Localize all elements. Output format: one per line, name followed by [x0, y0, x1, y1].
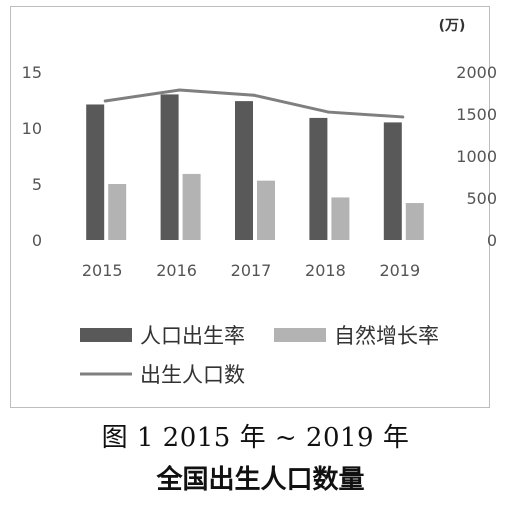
bar-birth-rate-2017	[235, 101, 253, 241]
x-tick-label: 2018	[305, 261, 346, 280]
x-tick-label: 2016	[156, 261, 197, 280]
figure-caption: 图 1 2015 年 ~ 2019 年 全国出生人口数量	[0, 418, 511, 502]
bar-growth-rate-2019	[405, 203, 424, 240]
legend-swatch-birth-rate	[80, 328, 132, 342]
left-tick-label: 0	[32, 231, 42, 250]
right-tick-label: 0	[487, 231, 497, 250]
left-tick-label: 5	[32, 175, 42, 194]
x-tick-label: 2019	[379, 261, 420, 280]
right-axis: 0 500 1000 1500 2000	[456, 63, 497, 250]
bar-growth-rate-2018	[331, 197, 350, 240]
legend-swatch-growth-rate	[274, 328, 326, 342]
bar-growth-rate-2016	[182, 173, 201, 240]
line-point-2015	[103, 99, 107, 103]
line-layer	[103, 88, 405, 119]
right-axis-unit: (万)	[439, 18, 466, 34]
left-tick-label: 15	[22, 63, 42, 82]
bar-birth-rate-2016	[160, 94, 179, 241]
legend-label-births: 出生人口数	[140, 363, 245, 387]
bar-growth-rate-2017	[257, 180, 275, 240]
bar-birth-rate-2015	[86, 104, 105, 240]
right-tick-label: 2000	[456, 63, 497, 82]
right-tick-label: 1500	[456, 105, 497, 124]
x-axis: 2015 2016 2017 2018 2019	[82, 261, 420, 280]
right-tick-label: 1000	[456, 147, 497, 166]
bars-layer	[86, 94, 424, 241]
bar-birth-rate-2019	[383, 122, 402, 240]
left-axis: 0 5 10 15	[22, 63, 42, 250]
x-tick-label: 2017	[231, 261, 272, 280]
line-point-2019	[401, 115, 405, 119]
line-point-2017	[252, 93, 256, 97]
chart: 0 5 10 15 0 500 1000 1500 2000 2015 2016 2017 2018…	[22, 18, 497, 387]
line-point-2018	[326, 110, 330, 114]
caption-line-1: 图 1 2015 年 ~ 2019 年	[101, 423, 410, 453]
x-tick-label: 2015	[82, 261, 123, 280]
bar-birth-rate-2018	[309, 117, 328, 240]
bar-growth-rate-2015	[108, 184, 127, 240]
caption-line-2: 全国出生人口数量	[156, 465, 365, 495]
legend-label-birth-rate: 人口出生率	[140, 324, 245, 348]
right-tick-label: 500	[466, 189, 497, 208]
line-point-2016	[178, 88, 182, 92]
left-tick-label: 10	[22, 119, 42, 138]
legend-label-growth-rate: 自然增长率	[334, 324, 439, 348]
